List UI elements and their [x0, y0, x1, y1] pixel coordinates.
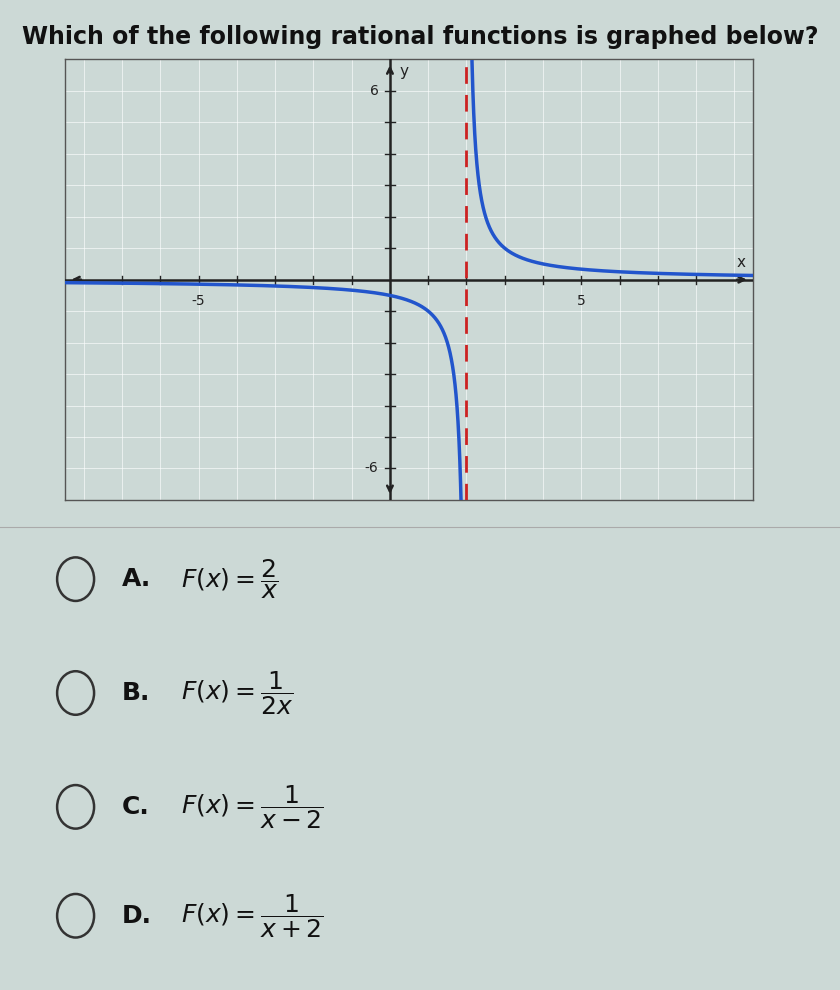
Text: $F(x) = \dfrac{1}{2x}$: $F(x) = \dfrac{1}{2x}$ [181, 669, 293, 717]
Text: Which of the following rational functions is graphed below?: Which of the following rational function… [22, 25, 818, 49]
Text: y: y [400, 64, 408, 79]
Text: 5: 5 [577, 294, 585, 308]
Text: x: x [737, 254, 746, 269]
Text: D.: D. [122, 904, 152, 928]
Text: -6: -6 [365, 461, 379, 475]
Text: A.: A. [122, 567, 151, 591]
Text: 6: 6 [370, 84, 379, 98]
Text: B.: B. [122, 681, 150, 705]
Text: $F(x) = \dfrac{1}{x+2}$: $F(x) = \dfrac{1}{x+2}$ [181, 892, 323, 940]
Text: $F(x) = \dfrac{1}{x-2}$: $F(x) = \dfrac{1}{x-2}$ [181, 783, 323, 831]
Text: $F(x) = \dfrac{2}{x}$: $F(x) = \dfrac{2}{x}$ [181, 557, 278, 601]
Text: C.: C. [122, 795, 150, 819]
Text: -5: -5 [192, 294, 206, 308]
